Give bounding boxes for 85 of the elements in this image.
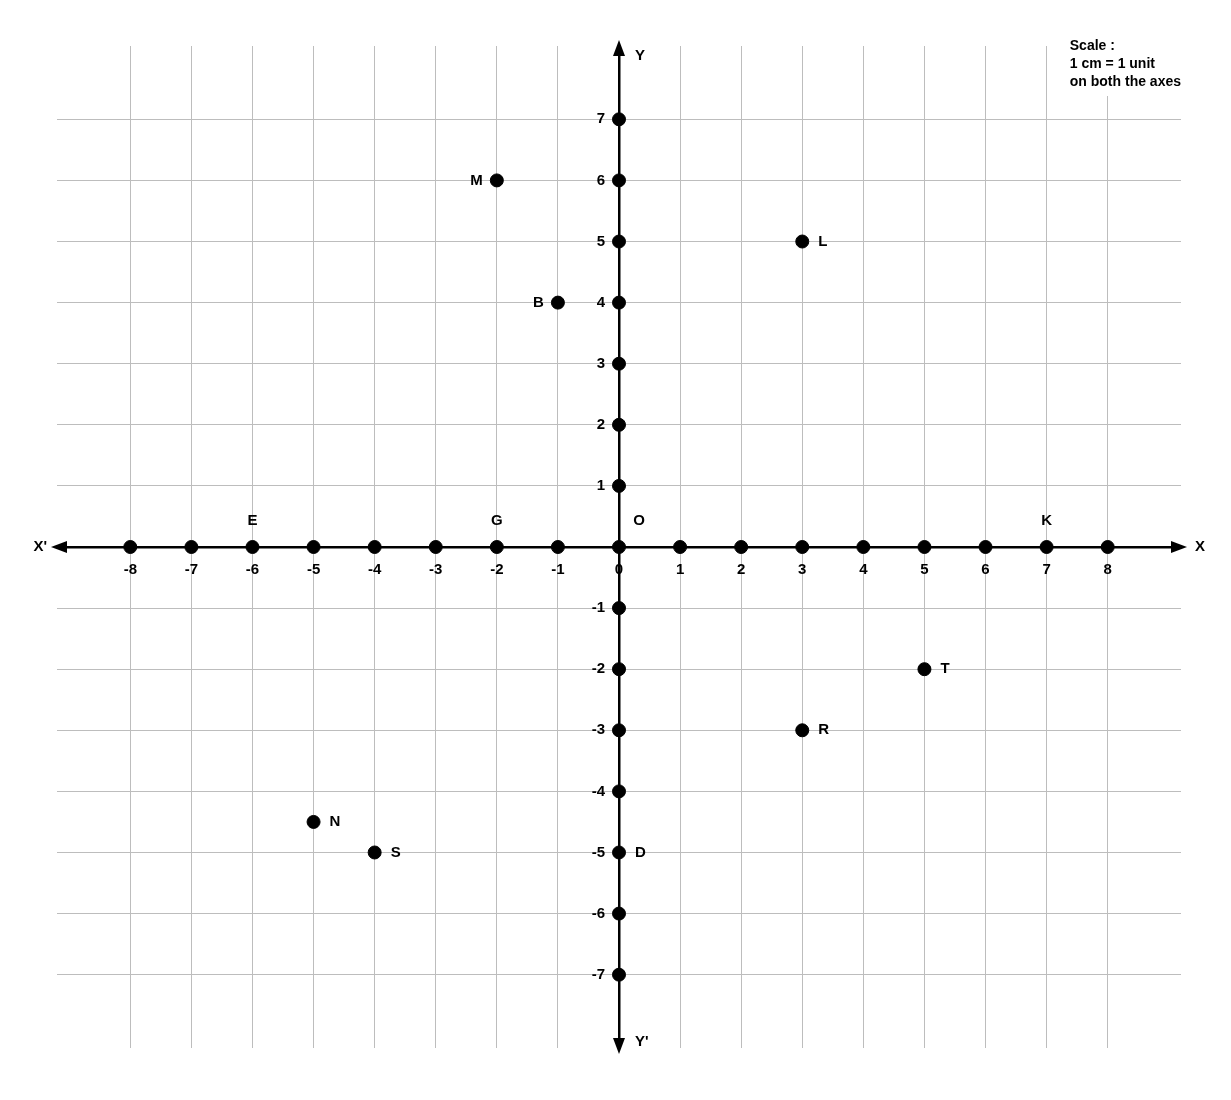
- data-label: D: [635, 842, 646, 860]
- point: [1039, 540, 1054, 554]
- point: [306, 540, 321, 554]
- x-tick-label: -4: [367, 560, 382, 578]
- point: [612, 540, 626, 554]
- x-tick-label: 7: [1042, 560, 1051, 578]
- x-tick-label: -3: [429, 560, 443, 578]
- data-label: B: [533, 292, 545, 310]
- point: [917, 662, 932, 677]
- point: [612, 112, 626, 127]
- point: [795, 723, 810, 738]
- point: [550, 295, 565, 310]
- x-tick-label: -8: [123, 560, 137, 578]
- data-label: N: [329, 812, 341, 830]
- point: [978, 540, 993, 554]
- point: [673, 540, 688, 554]
- x-tick-label: 4: [859, 560, 869, 578]
- x-tick-label: -2: [490, 560, 504, 578]
- data-label: R: [818, 720, 830, 738]
- point: [367, 845, 382, 860]
- data-label: G: [490, 511, 503, 529]
- y-tick-label: -7: [591, 964, 605, 982]
- point: [367, 540, 382, 554]
- x-tick-label: 3: [798, 560, 807, 578]
- point: [856, 540, 871, 554]
- y-tick-label: 2: [596, 414, 605, 432]
- x-tick-label: 5: [920, 560, 929, 578]
- y-tick-label: 5: [596, 231, 605, 249]
- point: [123, 540, 138, 554]
- y-tick-label: 7: [596, 109, 605, 127]
- point: [917, 540, 932, 554]
- y-tick-label: 6: [596, 170, 605, 188]
- x-tick-label: 2: [737, 560, 746, 578]
- point: [612, 356, 626, 371]
- y-tick-label: 1: [596, 476, 605, 494]
- point: [612, 295, 626, 310]
- y-tick-label: -4: [591, 781, 606, 799]
- point: [428, 540, 443, 554]
- y-tick-label: -1: [591, 598, 605, 616]
- point: [1100, 540, 1115, 554]
- y-tick-label: 3: [596, 353, 605, 371]
- data-label: K: [1041, 511, 1053, 529]
- point: [795, 540, 810, 554]
- data-label: O: [633, 511, 646, 529]
- y-tick-label: -5: [591, 842, 605, 860]
- y-tick-label: -3: [591, 720, 605, 738]
- data-label: E: [247, 511, 258, 529]
- x-tick-label: -5: [306, 560, 321, 578]
- annotation: Scale : 1 cm = 1 unit on both the axes: [1059, 30, 1191, 96]
- y-tick-label: -2: [591, 659, 605, 677]
- point: [612, 173, 626, 188]
- data-label: T: [940, 659, 950, 677]
- point: [612, 478, 626, 493]
- data-label: S: [390, 842, 401, 860]
- point: [795, 234, 810, 249]
- point: [184, 540, 199, 554]
- point: [612, 967, 626, 982]
- point: [489, 540, 504, 554]
- point: [245, 540, 260, 554]
- x-tick-label: 6: [981, 560, 990, 578]
- y-tick-label: 4: [596, 292, 606, 310]
- point: [612, 662, 626, 677]
- point: [734, 540, 749, 554]
- y-axis-title: Y: [635, 46, 646, 64]
- point: [612, 845, 626, 860]
- x-axis-title: X: [1195, 537, 1206, 555]
- x-tick-label: 8: [1103, 560, 1112, 578]
- point: [612, 784, 626, 799]
- data-label: M: [470, 170, 483, 188]
- point: [489, 173, 504, 188]
- point: [612, 601, 626, 616]
- data-label: L: [818, 231, 828, 249]
- point: [550, 540, 565, 554]
- point: [612, 234, 626, 249]
- x-tick-label: -6: [245, 560, 260, 578]
- x-tick-label: -1: [551, 560, 565, 578]
- point: [612, 417, 626, 432]
- x-tick-label: -7: [184, 560, 199, 578]
- y-tick-label: -6: [591, 903, 605, 921]
- point: [612, 723, 626, 738]
- annotation: Y': [635, 1032, 649, 1050]
- point: [612, 906, 626, 921]
- x-tick-label: 1: [675, 560, 685, 578]
- text: X': [33, 537, 47, 555]
- point: [306, 814, 321, 829]
